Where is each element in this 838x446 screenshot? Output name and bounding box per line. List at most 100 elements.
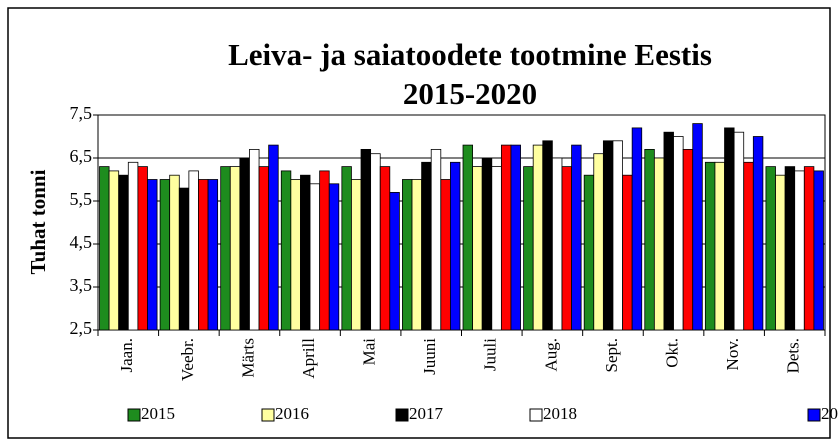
- bar: [551, 157, 563, 331]
- bar: [108, 170, 120, 331]
- bar: [714, 161, 725, 331]
- legend-swatch: [127, 408, 141, 422]
- bar: [752, 136, 764, 331]
- y-tick-label: 3,5: [70, 275, 93, 295]
- x-tick-label: Veebr.: [178, 338, 197, 381]
- legend-label: 2016: [275, 404, 309, 423]
- x-tick-label: Aug.: [541, 338, 560, 372]
- bar: [421, 161, 432, 331]
- bar: [462, 144, 474, 331]
- bar: [137, 166, 148, 331]
- bar: [561, 166, 572, 331]
- bar: [220, 166, 231, 331]
- bar: [188, 170, 199, 331]
- bar: [593, 153, 604, 331]
- bar: [178, 187, 190, 331]
- bar: [622, 174, 633, 331]
- bar: [360, 148, 372, 331]
- bar: [663, 131, 674, 331]
- bar: [743, 161, 754, 331]
- legend-label: 2017: [409, 404, 444, 423]
- bar: [510, 144, 521, 331]
- bar: [481, 157, 493, 331]
- bar: [239, 157, 250, 331]
- x-tick-label: Juuli: [481, 338, 500, 371]
- legend-swatch: [395, 408, 409, 422]
- bar: [127, 161, 139, 331]
- y-axis-label: Tuhat tonni: [26, 169, 50, 274]
- legend-swatch: [807, 408, 821, 422]
- bar: [280, 170, 292, 331]
- bar: [472, 166, 483, 331]
- bar: [775, 174, 786, 331]
- bar: [309, 183, 321, 331]
- bar: [583, 174, 595, 331]
- y-tick-label: 6,5: [70, 146, 93, 166]
- bar: [612, 140, 623, 331]
- chart-title: Leiva- ja saiatoodete tootmine Eestis: [228, 37, 712, 72]
- bar: [803, 166, 815, 331]
- bar: [491, 166, 502, 331]
- bar: [159, 179, 171, 331]
- bar: [449, 161, 461, 331]
- bar: [673, 136, 684, 331]
- x-tick-label: Okt.: [662, 338, 681, 368]
- bar: [430, 148, 442, 331]
- bar: [147, 179, 158, 331]
- chart-title: 2015-2020: [403, 76, 537, 111]
- bar: [341, 166, 352, 331]
- x-tick-label: Sept.: [602, 338, 621, 372]
- bar: [389, 191, 400, 331]
- x-tick-label: Nov.: [723, 338, 742, 370]
- y-tick-label: 5,5: [70, 189, 93, 209]
- bar: [440, 179, 451, 331]
- bar: [207, 179, 219, 331]
- bar: [653, 157, 665, 331]
- x-tick-label: Mai: [360, 338, 379, 366]
- bar: [300, 174, 311, 331]
- bar: [229, 166, 241, 331]
- bar: [523, 166, 534, 331]
- bar: [704, 161, 716, 331]
- x-tick-label: Aprill: [299, 338, 318, 379]
- legend-label: 2015: [141, 404, 175, 423]
- legend-label: 2020: [821, 404, 838, 423]
- bar: [813, 170, 824, 331]
- bar: [784, 166, 796, 331]
- bar: [328, 183, 340, 331]
- x-tick-label: Jaan.: [117, 338, 136, 372]
- bar: [542, 140, 553, 331]
- y-tick-label: 4,5: [70, 232, 93, 252]
- bar: [402, 179, 413, 331]
- bar: [500, 144, 512, 331]
- plot-area: [97, 114, 826, 331]
- bar: [370, 153, 381, 331]
- bar: [571, 144, 582, 331]
- x-tick-label: Juuni: [420, 338, 439, 375]
- bar: [319, 170, 330, 331]
- x-tick-label: Märts: [238, 338, 257, 378]
- bar: [794, 170, 805, 331]
- x-tick-label: Dets.: [784, 338, 803, 373]
- bar: [351, 179, 362, 331]
- bar: [118, 174, 129, 331]
- bar: [249, 148, 260, 331]
- bar: [602, 140, 614, 331]
- y-tick-label: 7,5: [70, 103, 93, 123]
- bar: [411, 179, 423, 331]
- legend-swatch: [261, 408, 275, 422]
- bar: [692, 123, 703, 331]
- bar: [644, 148, 655, 331]
- bar: [631, 127, 643, 331]
- bar: [682, 148, 694, 331]
- bar: [532, 144, 544, 331]
- bar: [290, 179, 301, 331]
- legend-label: 2018: [543, 404, 577, 423]
- bar: [198, 179, 209, 331]
- bar: [169, 174, 180, 331]
- bar: [733, 131, 745, 331]
- bar: [379, 166, 391, 331]
- bar: [258, 166, 270, 331]
- bar: [765, 166, 776, 331]
